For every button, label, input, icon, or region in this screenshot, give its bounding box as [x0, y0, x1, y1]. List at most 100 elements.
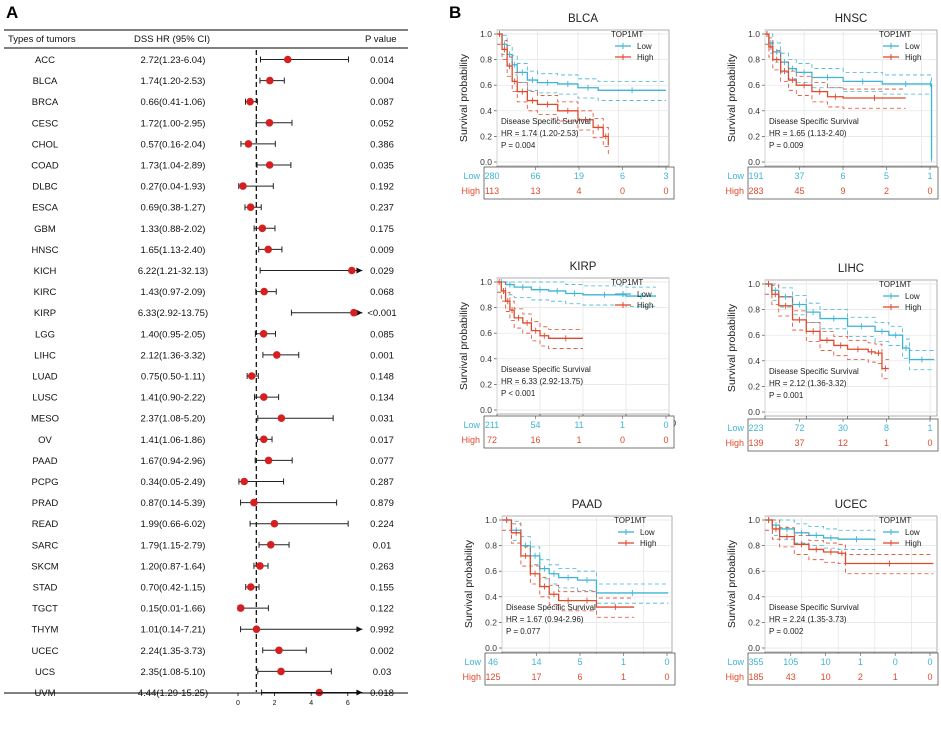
hr-ci-text: 1.01(0.14-7.21)	[141, 625, 206, 636]
y-tick-label: 0.2	[748, 381, 760, 391]
risk-count-low: 5	[884, 171, 889, 181]
hr-point	[240, 477, 249, 486]
p-value-text: 0.386	[370, 139, 394, 150]
y-tick-label: 0.4	[748, 356, 760, 366]
risk-count-high: 0	[620, 435, 625, 445]
legend-label-low: Low	[905, 42, 920, 51]
hr-ci-text: 1.41(0.90-2.22)	[141, 393, 206, 404]
y-tick-label: 0.8	[748, 305, 760, 315]
ci-lower-high	[497, 43, 609, 156]
risk-count-high: 4	[576, 186, 581, 196]
risk-count-high: 283	[748, 186, 763, 196]
tumor-label: BLCA	[33, 76, 58, 87]
hr-ci-text: 2.37(1.08-5.20)	[141, 414, 206, 425]
hr-point	[277, 667, 285, 676]
risk-count-high: 2	[858, 672, 863, 682]
risk-count-high: 45	[794, 186, 804, 196]
risk-count-low: 1	[621, 657, 626, 667]
hr-ci-text: 1.99(0.66-6.02)	[141, 519, 206, 530]
y-tick-label: 0.6	[485, 566, 497, 576]
tumor-label: MESO	[31, 414, 59, 425]
risk-count-high: 37	[794, 438, 804, 448]
y-tick-label: 0.4	[480, 354, 492, 364]
risk-count-low: 1	[927, 171, 932, 181]
hr-point	[246, 97, 254, 106]
ci-upper-high	[765, 33, 906, 90]
tumor-label: ESCA	[32, 203, 59, 214]
risk-count-low: 6	[620, 171, 625, 181]
tumor-label: KIRC	[34, 287, 57, 298]
tumor-label: ACC	[35, 55, 55, 66]
hr-point	[264, 456, 273, 465]
hr-ci-text: 1.79(1.15-2.79)	[141, 540, 206, 551]
y-tick-label: 0.0	[480, 157, 492, 167]
col-header-p: P value	[365, 34, 397, 45]
risk-count-low: 280	[484, 171, 499, 181]
p-annotation: P = 0.001	[769, 391, 804, 400]
y-axis-label: Survival probability	[463, 539, 475, 628]
ci-lower-high	[502, 529, 635, 618]
p-value-text: 0.087	[370, 97, 394, 108]
tumor-label: OV	[38, 435, 52, 446]
y-tick-label: 0.6	[480, 80, 492, 90]
risk-label-low: Low	[727, 657, 744, 667]
tumor-label: GBM	[34, 224, 56, 235]
risk-count-high: 6	[577, 672, 582, 682]
ci-upper-high	[497, 33, 609, 137]
plot-title: KIRP	[570, 261, 597, 273]
risk-count-high: 0	[927, 186, 932, 196]
risk-count-high: 12	[838, 438, 848, 448]
survival-curve-low	[765, 33, 933, 160]
p-value-text: 0.287	[370, 477, 394, 488]
dss-label: Disease Specific Survival	[769, 603, 859, 612]
ci-arrow	[356, 267, 363, 274]
y-tick-label: 0.6	[748, 566, 760, 576]
legend-label-high: High	[637, 53, 653, 62]
hr-ci-text: 0.34(0.05-2.49)	[141, 477, 206, 488]
risk-count-low: 5	[577, 657, 582, 667]
y-tick-label: 0.8	[748, 541, 760, 551]
risk-table-box	[483, 166, 675, 200]
y-tick-label: 0.4	[485, 592, 497, 602]
hr-ci-text: 0.70(0.42-1.15)	[141, 583, 206, 594]
hr-ci-text: 0.75(0.50-1.11)	[141, 372, 205, 383]
hr-ci-text: 1.40(0.95-2.05)	[141, 329, 206, 340]
tumor-label: THYM	[32, 625, 59, 636]
ci-lower-low	[765, 529, 876, 551]
hr-ci-text: 2.24(1.35-3.73)	[141, 646, 206, 657]
hr-ci-text: 1.20(0.87-1.64)	[141, 561, 206, 572]
forest-plot-panel: A Types of tumors DSS HR (95% CI) P value AC…	[4, 3, 408, 707]
risk-count-high: 1	[576, 435, 581, 445]
y-axis-label: Survival probability	[458, 53, 470, 142]
hr-point	[350, 308, 358, 317]
y-tick-label: 0.8	[485, 541, 497, 551]
ci-arrow	[356, 309, 363, 316]
hr-ci-text: 0.66(0.41-1.06)	[141, 97, 206, 108]
risk-count-low: 11	[574, 420, 583, 430]
tumor-label: CHOL	[32, 139, 58, 150]
hr-ci-text: 1.43(0.97-2.09)	[141, 287, 206, 298]
risk-count-low: 3	[663, 171, 668, 181]
hr-ci-text: 0.27(0.04-1.93)	[141, 182, 206, 193]
risk-count-low: 1	[620, 420, 625, 430]
p-value-text: 0.03	[373, 667, 392, 678]
y-tick-label: 0.2	[485, 617, 497, 627]
p-value-text: 0.237	[370, 203, 394, 214]
risk-count-high: 0	[620, 186, 625, 196]
hr-point	[259, 330, 268, 338]
y-tick-label: 0.2	[748, 617, 760, 627]
legend-title: TOP1MT	[879, 280, 911, 289]
dss-label: Disease Specific Survival	[769, 367, 859, 376]
risk-count-low: 8	[884, 423, 889, 433]
risk-count-high: 0	[927, 438, 932, 448]
p-value-text: 0.077	[370, 456, 394, 467]
hr-annotation: HR = 1.67 (0.94-2.96)	[506, 615, 584, 624]
p-value-text: 0.002	[370, 646, 394, 657]
risk-count-high: 185	[748, 672, 763, 682]
survival-curve-high	[497, 33, 609, 146]
legend-label-low: Low	[637, 290, 652, 299]
